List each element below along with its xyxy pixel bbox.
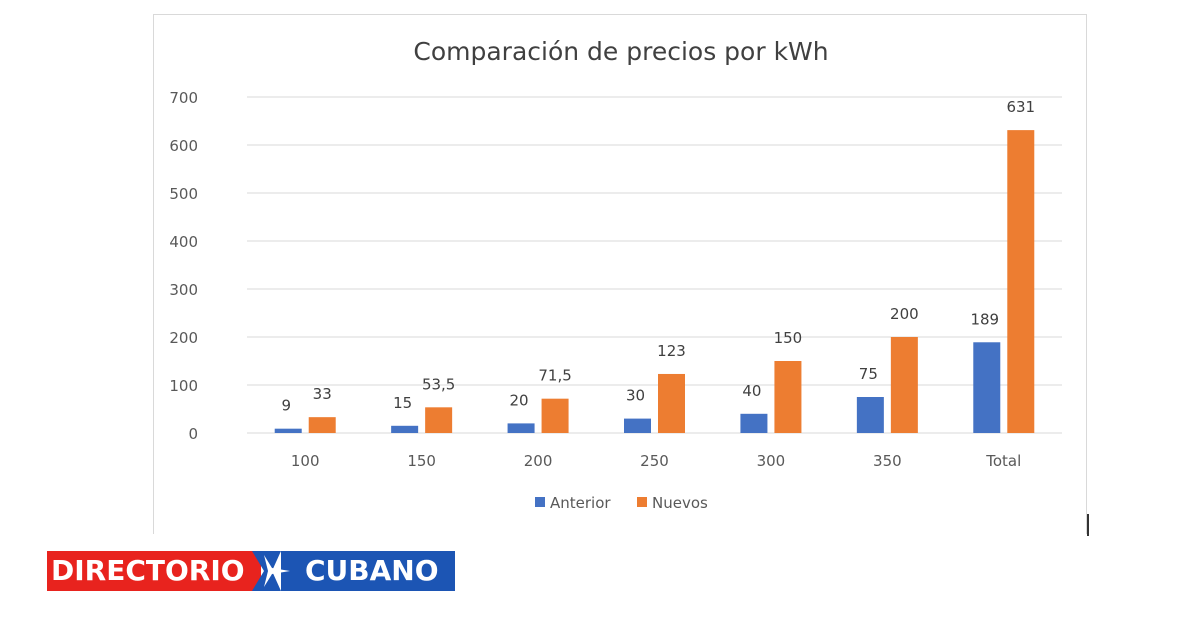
bar-anterior bbox=[507, 423, 535, 433]
text-cursor bbox=[1087, 514, 1089, 536]
y-tick-label: 300 bbox=[169, 281, 198, 299]
data-label: 189 bbox=[970, 310, 999, 328]
logo-blue-block bbox=[281, 551, 455, 591]
bar-anterior bbox=[624, 418, 651, 433]
bar-nuevos bbox=[774, 361, 802, 433]
legend-swatch-anterior bbox=[535, 497, 545, 507]
bar-nuevos bbox=[425, 407, 453, 433]
data-labels: 9 33 15 53,5 20 71,5 30 123 40 150 75 200 189 631 bbox=[281, 98, 1035, 415]
y-axis: 0 100 200 300 400 500 600 700 bbox=[169, 89, 198, 443]
bar-anterior bbox=[274, 428, 302, 433]
y-tick-label: 500 bbox=[169, 185, 198, 203]
data-label: 9 bbox=[281, 397, 291, 415]
logo-right-text: CUBANO bbox=[305, 554, 439, 587]
y-tick-label: 0 bbox=[188, 425, 198, 443]
chart-title: Comparación de precios por kWh bbox=[413, 37, 828, 66]
gridlines bbox=[247, 96, 1062, 434]
data-label: 200 bbox=[890, 305, 919, 323]
bar-nuevos bbox=[658, 373, 685, 433]
data-label: 30 bbox=[626, 387, 645, 405]
x-tick-label: 100 bbox=[291, 452, 320, 470]
bars bbox=[274, 130, 1035, 433]
data-label: 33 bbox=[313, 385, 332, 403]
x-tick-label: 250 bbox=[640, 452, 669, 470]
bar-nuevos bbox=[308, 417, 336, 433]
x-axis: 100 150 200 250 300 350 Total bbox=[291, 452, 1021, 470]
data-label: 71,5 bbox=[538, 367, 571, 385]
legend-label-anterior: Anterior bbox=[550, 494, 611, 512]
bar-anterior bbox=[391, 425, 419, 433]
data-label: 75 bbox=[859, 365, 878, 383]
legend-label-nuevos: Nuevos bbox=[652, 494, 708, 512]
x-tick-label: 300 bbox=[757, 452, 786, 470]
data-label: 20 bbox=[510, 391, 529, 409]
x-tick-label: 350 bbox=[873, 452, 902, 470]
y-tick-label: 100 bbox=[169, 377, 198, 395]
bar-anterior bbox=[973, 342, 1001, 433]
chart-area: Comparación de precios por kWh 0 100 200 30… bbox=[153, 14, 1087, 534]
data-label: 150 bbox=[774, 329, 803, 347]
y-tick-label: 600 bbox=[169, 137, 198, 155]
data-label: 15 bbox=[393, 394, 412, 412]
bar-anterior bbox=[740, 413, 768, 433]
x-tick-label: 200 bbox=[524, 452, 553, 470]
bar-chart: Comparación de precios por kWh 0 100 200 30… bbox=[169, 37, 1062, 512]
star-icon bbox=[252, 551, 290, 591]
data-label: 631 bbox=[1006, 98, 1035, 116]
bar-nuevos bbox=[541, 398, 569, 433]
y-tick-label: 200 bbox=[169, 329, 198, 347]
x-tick-label: 150 bbox=[407, 452, 436, 470]
data-label: 40 bbox=[742, 382, 761, 400]
logo-left-text: DIRECTORIO bbox=[51, 554, 245, 587]
bar-nuevos bbox=[1007, 130, 1035, 433]
bar-nuevos bbox=[890, 337, 918, 433]
data-label: 123 bbox=[657, 342, 686, 360]
logo-red-block bbox=[47, 551, 261, 591]
bar-anterior bbox=[856, 397, 884, 433]
data-label: 53,5 bbox=[422, 375, 455, 393]
x-tick-label: Total bbox=[985, 452, 1021, 470]
y-tick-label: 400 bbox=[169, 233, 198, 251]
legend: Anterior Nuevos bbox=[535, 494, 708, 512]
y-tick-label: 700 bbox=[169, 89, 198, 107]
legend-swatch-nuevos bbox=[637, 497, 647, 507]
directorio-cubano-logo: DIRECTORIO CUBANO bbox=[47, 551, 455, 591]
